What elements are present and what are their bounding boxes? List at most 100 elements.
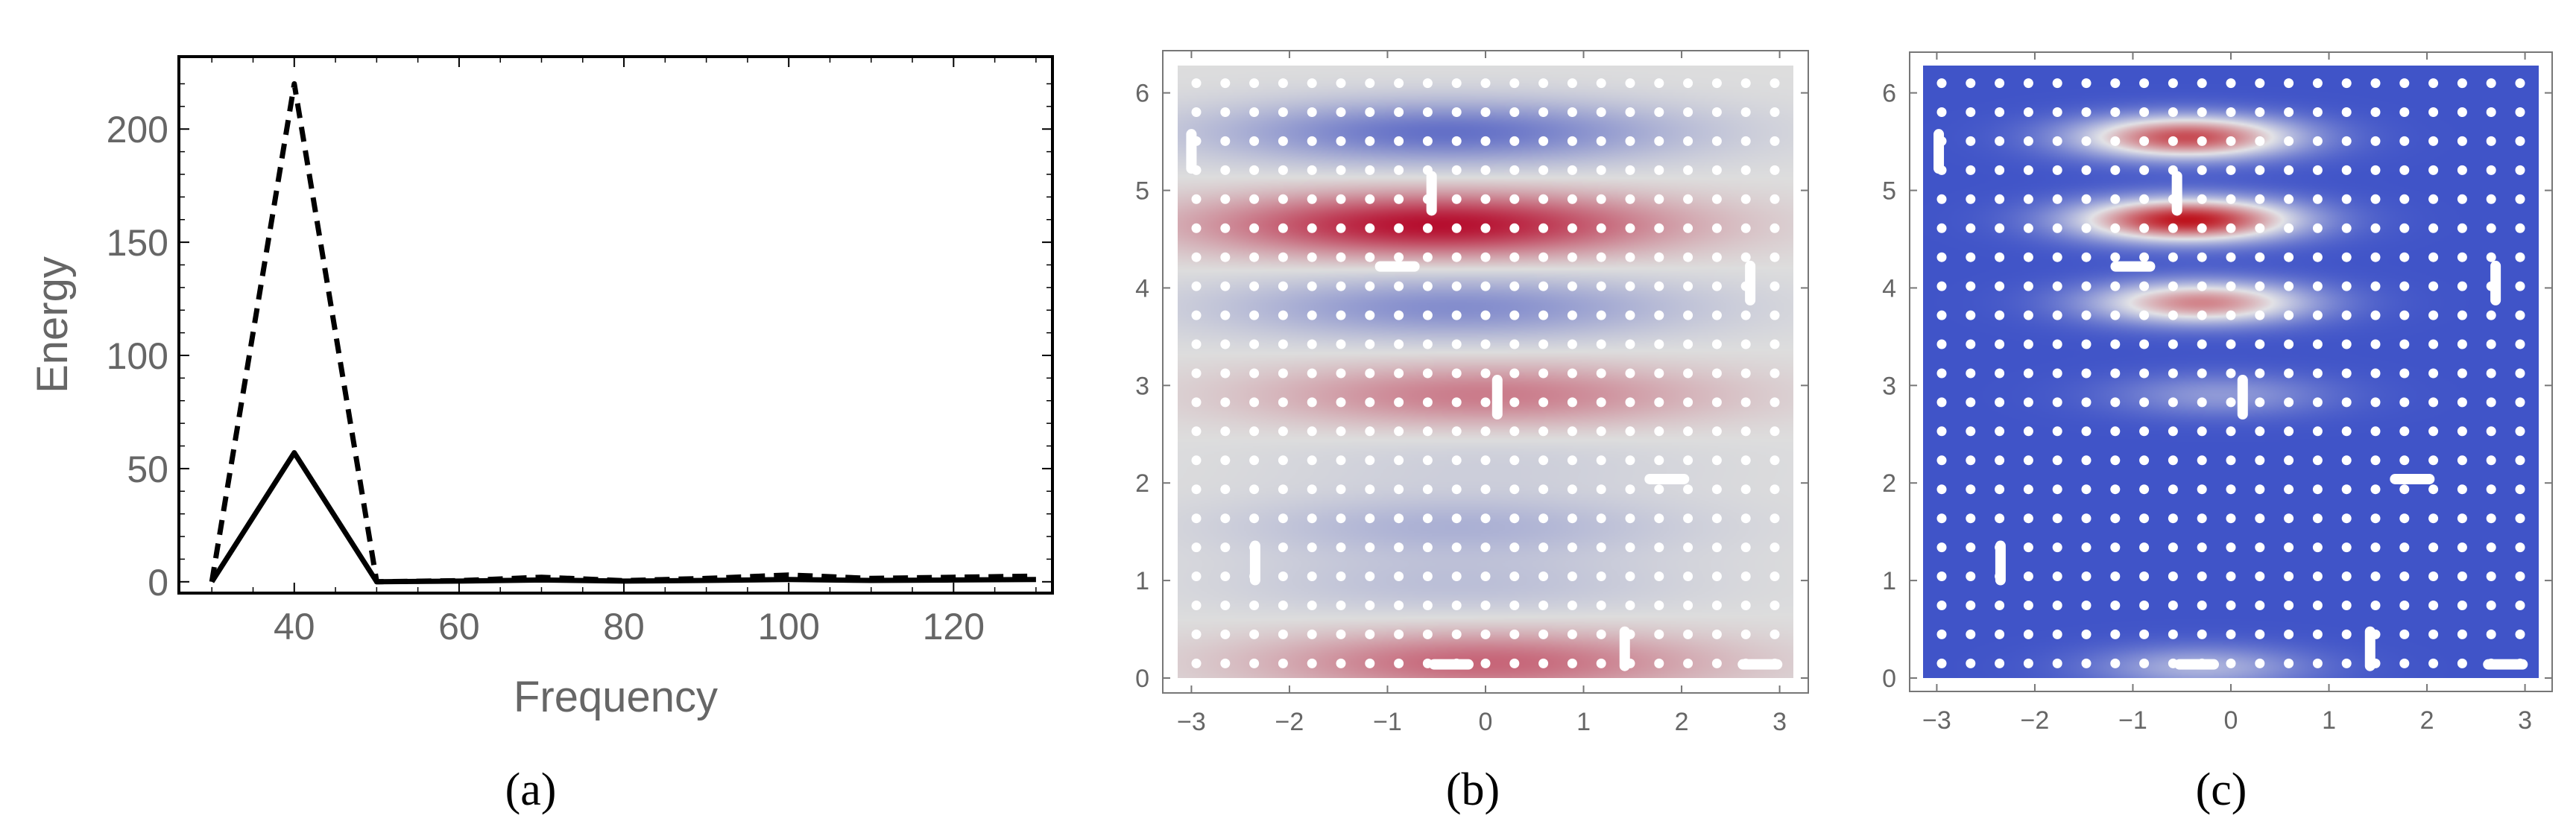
- lattice-dot: [2341, 78, 2352, 89]
- lattice-dot: [1711, 571, 1722, 581]
- lattice-dot: [1683, 513, 1693, 524]
- lattice-dot: [1654, 658, 1664, 668]
- lattice-dot: [2486, 194, 2496, 204]
- lattice-dot: [2139, 368, 2150, 379]
- lattice-dot: [1966, 136, 1976, 146]
- lattice-dot: [2023, 78, 2033, 89]
- lattice-dot: [2052, 281, 2062, 291]
- lattice-dot: [1770, 107, 1780, 117]
- lattice-dot: [2197, 252, 2207, 262]
- lattice-dot: [2226, 281, 2236, 291]
- lattice-dot: [1509, 252, 1520, 262]
- lattice-dot: [1191, 107, 1202, 117]
- lattice-dot: [1278, 426, 1288, 437]
- lattice-dot: [1307, 426, 1317, 437]
- lattice-dot: [2284, 252, 2294, 262]
- lattice-dot: [1422, 136, 1433, 146]
- lattice-dot: [2341, 252, 2352, 262]
- lattice-dot: [1336, 455, 1346, 466]
- lattice-dot: [2284, 426, 2294, 437]
- lattice-dot: [1567, 136, 1577, 146]
- lattice-dot: [2081, 252, 2092, 262]
- lattice-dot: [1394, 426, 1404, 437]
- lattice-dot: [1936, 310, 1947, 320]
- lattice-dot: [1336, 368, 1346, 379]
- lattice-dot: [1654, 571, 1664, 581]
- lattice-dot: [1740, 252, 1751, 262]
- lattice-dot: [1966, 571, 1976, 581]
- lattice-dot: [2428, 194, 2439, 204]
- lattice-dot: [1249, 629, 1260, 639]
- lattice-dot: [2312, 658, 2323, 668]
- lattice-dot: [1394, 194, 1404, 204]
- lattice-dot: [1711, 339, 1722, 349]
- lattice-dot: [1538, 339, 1549, 349]
- lattice-dot: [1278, 223, 1288, 233]
- lattice-dot: [2139, 455, 2150, 466]
- lattice-dot: [2023, 107, 2033, 117]
- lattice-dot: [2312, 310, 2323, 320]
- y-tick-label-6: 6: [1135, 80, 1149, 108]
- lattice-dot: [2457, 368, 2467, 379]
- lattice-dot: [2515, 281, 2525, 291]
- lattice-dot: [2139, 397, 2150, 408]
- lattice-dot: [1683, 397, 1693, 408]
- y-tick-label-1: 1: [1135, 567, 1149, 595]
- lattice-dot: [1191, 194, 1202, 204]
- lattice-dot: [1278, 513, 1288, 524]
- lattice-dot: [1191, 368, 1202, 379]
- lattice-dot: [1480, 484, 1491, 495]
- lattice-dot: [1307, 281, 1317, 291]
- lattice-dot: [1683, 368, 1693, 379]
- lattice-dot: [1538, 484, 1549, 495]
- lattice-dot: [1740, 397, 1751, 408]
- lattice-dot: [1394, 629, 1404, 639]
- lattice-dot: [2312, 397, 2323, 408]
- lattice-dot: [1249, 107, 1260, 117]
- lattice-dot: [2399, 455, 2410, 466]
- lattice-dot: [1966, 194, 1976, 204]
- lattice-dot: [2341, 310, 2352, 320]
- lattice-dot: [1567, 281, 1577, 291]
- lattice-dot: [1740, 165, 1751, 175]
- lattice-dot: [1654, 339, 1664, 349]
- lattice-dot: [2168, 629, 2178, 639]
- lattice-dot: [1625, 571, 1635, 581]
- lattice-dot: [2052, 513, 2062, 524]
- lattice-dot: [2226, 136, 2236, 146]
- lattice-dot: [2226, 542, 2236, 553]
- lattice-dot: [1220, 455, 1231, 466]
- lattice-dot: [1480, 107, 1491, 117]
- lattice-dot: [1278, 484, 1288, 495]
- lattice-dot: [1307, 513, 1317, 524]
- lattice-dot: [2226, 223, 2236, 233]
- lattice-dot: [2226, 484, 2236, 495]
- lattice-dot: [1538, 136, 1549, 146]
- lattice-dot: [1249, 658, 1260, 668]
- lattice-dot: [1770, 542, 1780, 553]
- lattice-dot: [2139, 601, 2150, 610]
- lattice-dot: [2486, 252, 2496, 262]
- lattice-dot: [2081, 455, 2092, 466]
- lattice-dot: [2284, 136, 2294, 146]
- defect-mark: [1428, 659, 1474, 670]
- lattice-dot: [2255, 310, 2265, 320]
- lattice-dot: [1683, 136, 1693, 146]
- lattice-dot: [1191, 310, 1202, 320]
- lattice-dot: [1480, 658, 1491, 668]
- lattice-dot: [2428, 281, 2439, 291]
- lattice-dot: [2457, 455, 2467, 466]
- lattice-dot: [1770, 629, 1780, 639]
- lattice-dot: [1249, 136, 1260, 146]
- lattice-dot: [1625, 165, 1635, 175]
- lattice-dot: [1451, 136, 1462, 146]
- lattice-dot: [2197, 397, 2207, 408]
- lattice-dot: [1509, 281, 1520, 291]
- lattice-dot: [1394, 339, 1404, 349]
- lattice-dot: [1365, 252, 1375, 262]
- lattice-dot: [2428, 571, 2439, 581]
- defect-mark: [1995, 540, 2006, 586]
- lattice-dot: [2023, 426, 2033, 437]
- panel-c-dots: [1933, 78, 2528, 671]
- lattice-dot: [1936, 368, 1947, 379]
